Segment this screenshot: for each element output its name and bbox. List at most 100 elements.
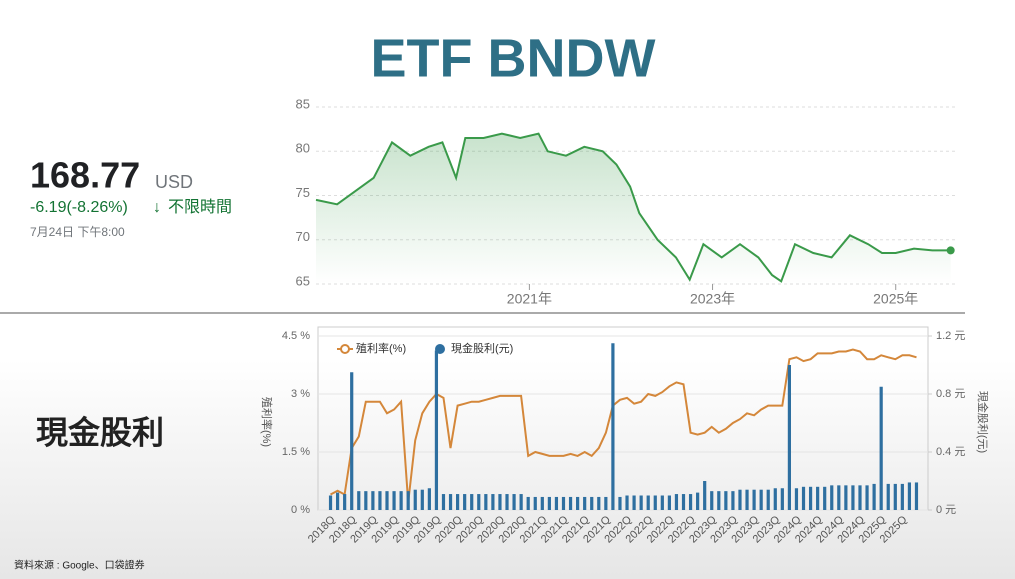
dividend-bar [491,494,495,510]
dividend-bar [611,343,615,510]
dividend-bar [554,496,559,510]
dividend-bar [413,489,417,510]
legend-label: 殖利率(%) [356,341,406,355]
x-tick-label: 2023年 [690,291,735,307]
dividend-bar [385,491,389,510]
dividend-bar [667,495,671,510]
dividend-bar [328,495,333,510]
dividend-bar [808,486,813,510]
section-label: 現金股利 [36,414,164,450]
dividend-bar [477,494,481,510]
x-tick-label: 2025年 [873,291,918,307]
dividend-bar [505,494,509,510]
dividend-bar [837,485,841,510]
y2-tick-label: 1.2 元 [936,330,965,342]
y2-axis-title: 現金股利(元) [976,391,990,453]
dividend-bar [371,491,375,510]
area [316,133,951,284]
dividend-bar [646,495,650,510]
dividend-bar [519,494,523,510]
price-line [315,132,951,283]
dividend-bar [583,496,587,510]
x-tick-label: 2021年 [507,291,552,307]
currency: USD [155,172,193,192]
dividend-bar [590,496,594,510]
dividend-bar [907,482,912,510]
y-tick-label: 0 % [291,504,310,516]
dividend-bar [872,483,876,510]
y2-tick-label: 0 元 [936,504,956,516]
dividend-bar [540,496,544,510]
dividend-bar [653,495,657,510]
dividend-bar [484,494,488,510]
timestamp: 7月24日 下午8:00 [30,225,125,239]
dividend-bar [526,496,530,510]
time-range: 不限時間 [168,198,232,216]
dividend-bar [456,494,460,510]
dividend-bar [851,485,855,510]
title: ETF BNDW [371,28,656,88]
y2-tick-label: 0.8 元 [936,388,965,400]
dividend-bar [830,485,834,510]
dividend-bar [752,489,756,510]
dividend-bar [703,481,707,510]
y-tick-label: 3 % [291,388,310,400]
dividend-bar [632,495,636,510]
end-point [946,246,955,255]
dividend-bar [745,489,749,510]
dividend-bar [773,488,777,510]
dividend-bar [816,486,820,510]
dividend-bar [858,485,862,510]
y-tick-label: 1.5 % [282,446,310,458]
dividend-bar [420,489,424,510]
dividend-chart: 0 % 1.5 % 3 % 4.5 % 0 元 0.4 元 0.8 元 1.2 元殖利率(%)… [260,326,990,546]
legend-label: 現金股利(元) [451,341,513,355]
legend-marker [340,344,350,354]
dividend-bar [378,491,382,510]
dividend-bar [660,495,664,510]
y-tick-label: 65 [296,273,310,288]
change-arrow: ↓ [153,199,161,216]
dividend-bar [865,485,869,510]
dividend-bar [512,494,516,510]
dividend-bar [801,486,806,510]
dividend-bar [787,365,791,510]
dividend-bar [738,489,742,510]
y2-tick-label: 0.4 元 [936,446,965,458]
dividend-bar [441,494,446,510]
dividend-bar [766,489,770,510]
price-change: -6.19(-8.26%) [30,199,128,216]
dividend-bar [463,494,467,510]
dividend-bar [547,496,551,510]
dividend-bar [568,496,573,510]
dividend-bar [794,488,799,510]
dividend-bar [625,495,629,510]
dividend-bar [724,491,728,510]
dividend-bar [681,494,686,510]
y-tick-label: 85 [296,96,310,111]
legend-marker [435,344,445,354]
y-tick-label: 75 [296,185,310,200]
dividend-bar [350,372,354,510]
dividend-bar [844,485,848,510]
dividend-bar [710,491,714,510]
dividend-bar [639,495,643,510]
dividend-bar [900,483,904,510]
dividend-bar [879,386,883,510]
dividend-bar [470,494,474,510]
price-chart: 65 70 75 80 85 2021年 2023年 2025年 [296,96,958,307]
dividend-bar [533,496,537,510]
dividend-bar [780,488,784,510]
dividend-bar [674,494,679,510]
dividend-bar [823,486,827,510]
y-axis-title: 殖利率(%) [260,397,274,447]
dividend-bar [731,491,735,510]
source: 資料來源 : Google、口袋證券 [14,559,145,572]
dividend-bar [696,492,700,510]
dividend-bar [618,496,622,510]
yield-line [330,348,917,503]
dividend-bar [392,491,396,510]
dividend-bar [343,494,347,510]
